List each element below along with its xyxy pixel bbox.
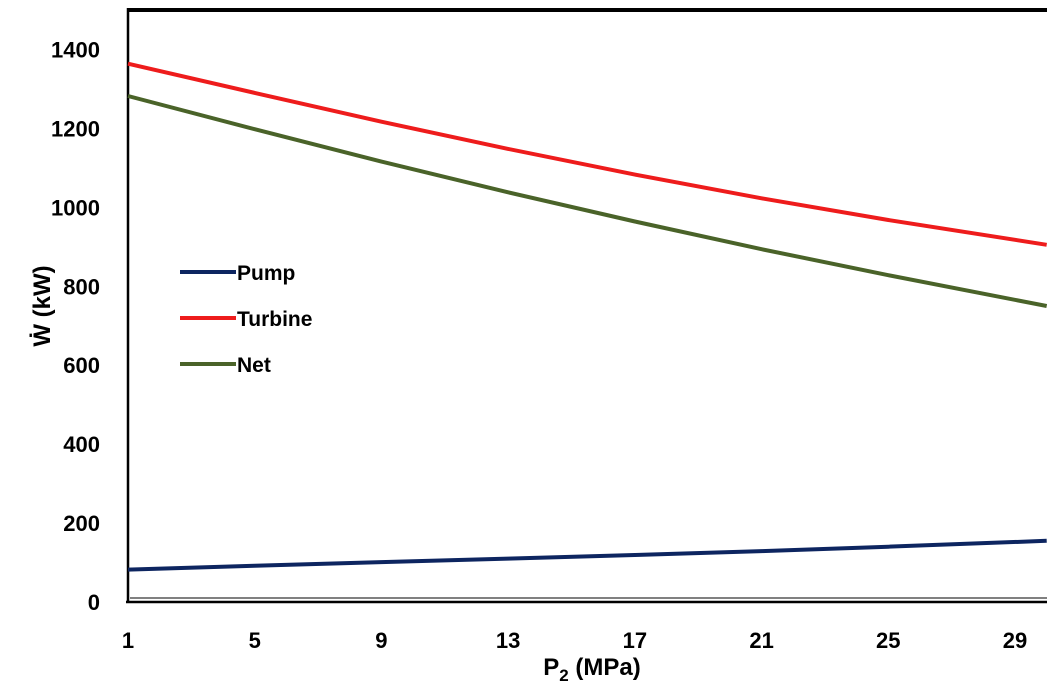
x-tick-label: 29 bbox=[1003, 628, 1027, 653]
legend-item-pump: Pump bbox=[180, 262, 295, 285]
legend-label-net: Net bbox=[237, 354, 271, 377]
legend-item-turbine: Turbine bbox=[180, 308, 312, 331]
x-tick-label: 21 bbox=[749, 628, 773, 653]
x-tick-label: 13 bbox=[496, 628, 520, 653]
legend-item-net: Net bbox=[180, 354, 271, 377]
legend: Pump Turbine Net bbox=[180, 262, 312, 377]
x-axis-title-unit: (MPa) bbox=[575, 654, 640, 681]
x-tick-label: 5 bbox=[249, 628, 261, 653]
plot-area bbox=[128, 10, 1047, 602]
y-axis-title: Ẇ (kW) bbox=[29, 265, 56, 346]
y-tick-label: 200 bbox=[63, 511, 100, 536]
y-tick-label: 800 bbox=[63, 274, 100, 299]
y-tick-label: 1400 bbox=[51, 37, 100, 62]
y-tick-label: 1200 bbox=[51, 116, 100, 141]
y-tick-label: 400 bbox=[63, 432, 100, 457]
legend-label-pump: Pump bbox=[237, 262, 295, 285]
y-tick-label: 600 bbox=[63, 353, 100, 378]
series-line-turbine bbox=[127, 61, 1047, 247]
x-tick-label: 25 bbox=[876, 628, 900, 653]
x-axis-title-main: P bbox=[543, 654, 559, 681]
series-line-pump bbox=[127, 538, 1047, 572]
legend-label-turbine: Turbine bbox=[237, 308, 312, 331]
x-tick-label: 17 bbox=[623, 628, 647, 653]
series-line-net bbox=[127, 94, 1047, 308]
y-tick-label: 1000 bbox=[51, 195, 100, 220]
ticks-layer: 1 5 9 13 17 21 25 29 0 200 400 600 800 1000 1200 1400 bbox=[51, 37, 1027, 653]
y-tick-label: 0 bbox=[88, 590, 100, 615]
x-tick-label: 1 bbox=[122, 628, 134, 653]
series-layer bbox=[127, 61, 1047, 572]
x-axis-title-subscript: 2 bbox=[559, 666, 568, 685]
x-axis-title: P2 (MPa) bbox=[543, 654, 641, 685]
x-tick-label: 9 bbox=[375, 628, 387, 653]
